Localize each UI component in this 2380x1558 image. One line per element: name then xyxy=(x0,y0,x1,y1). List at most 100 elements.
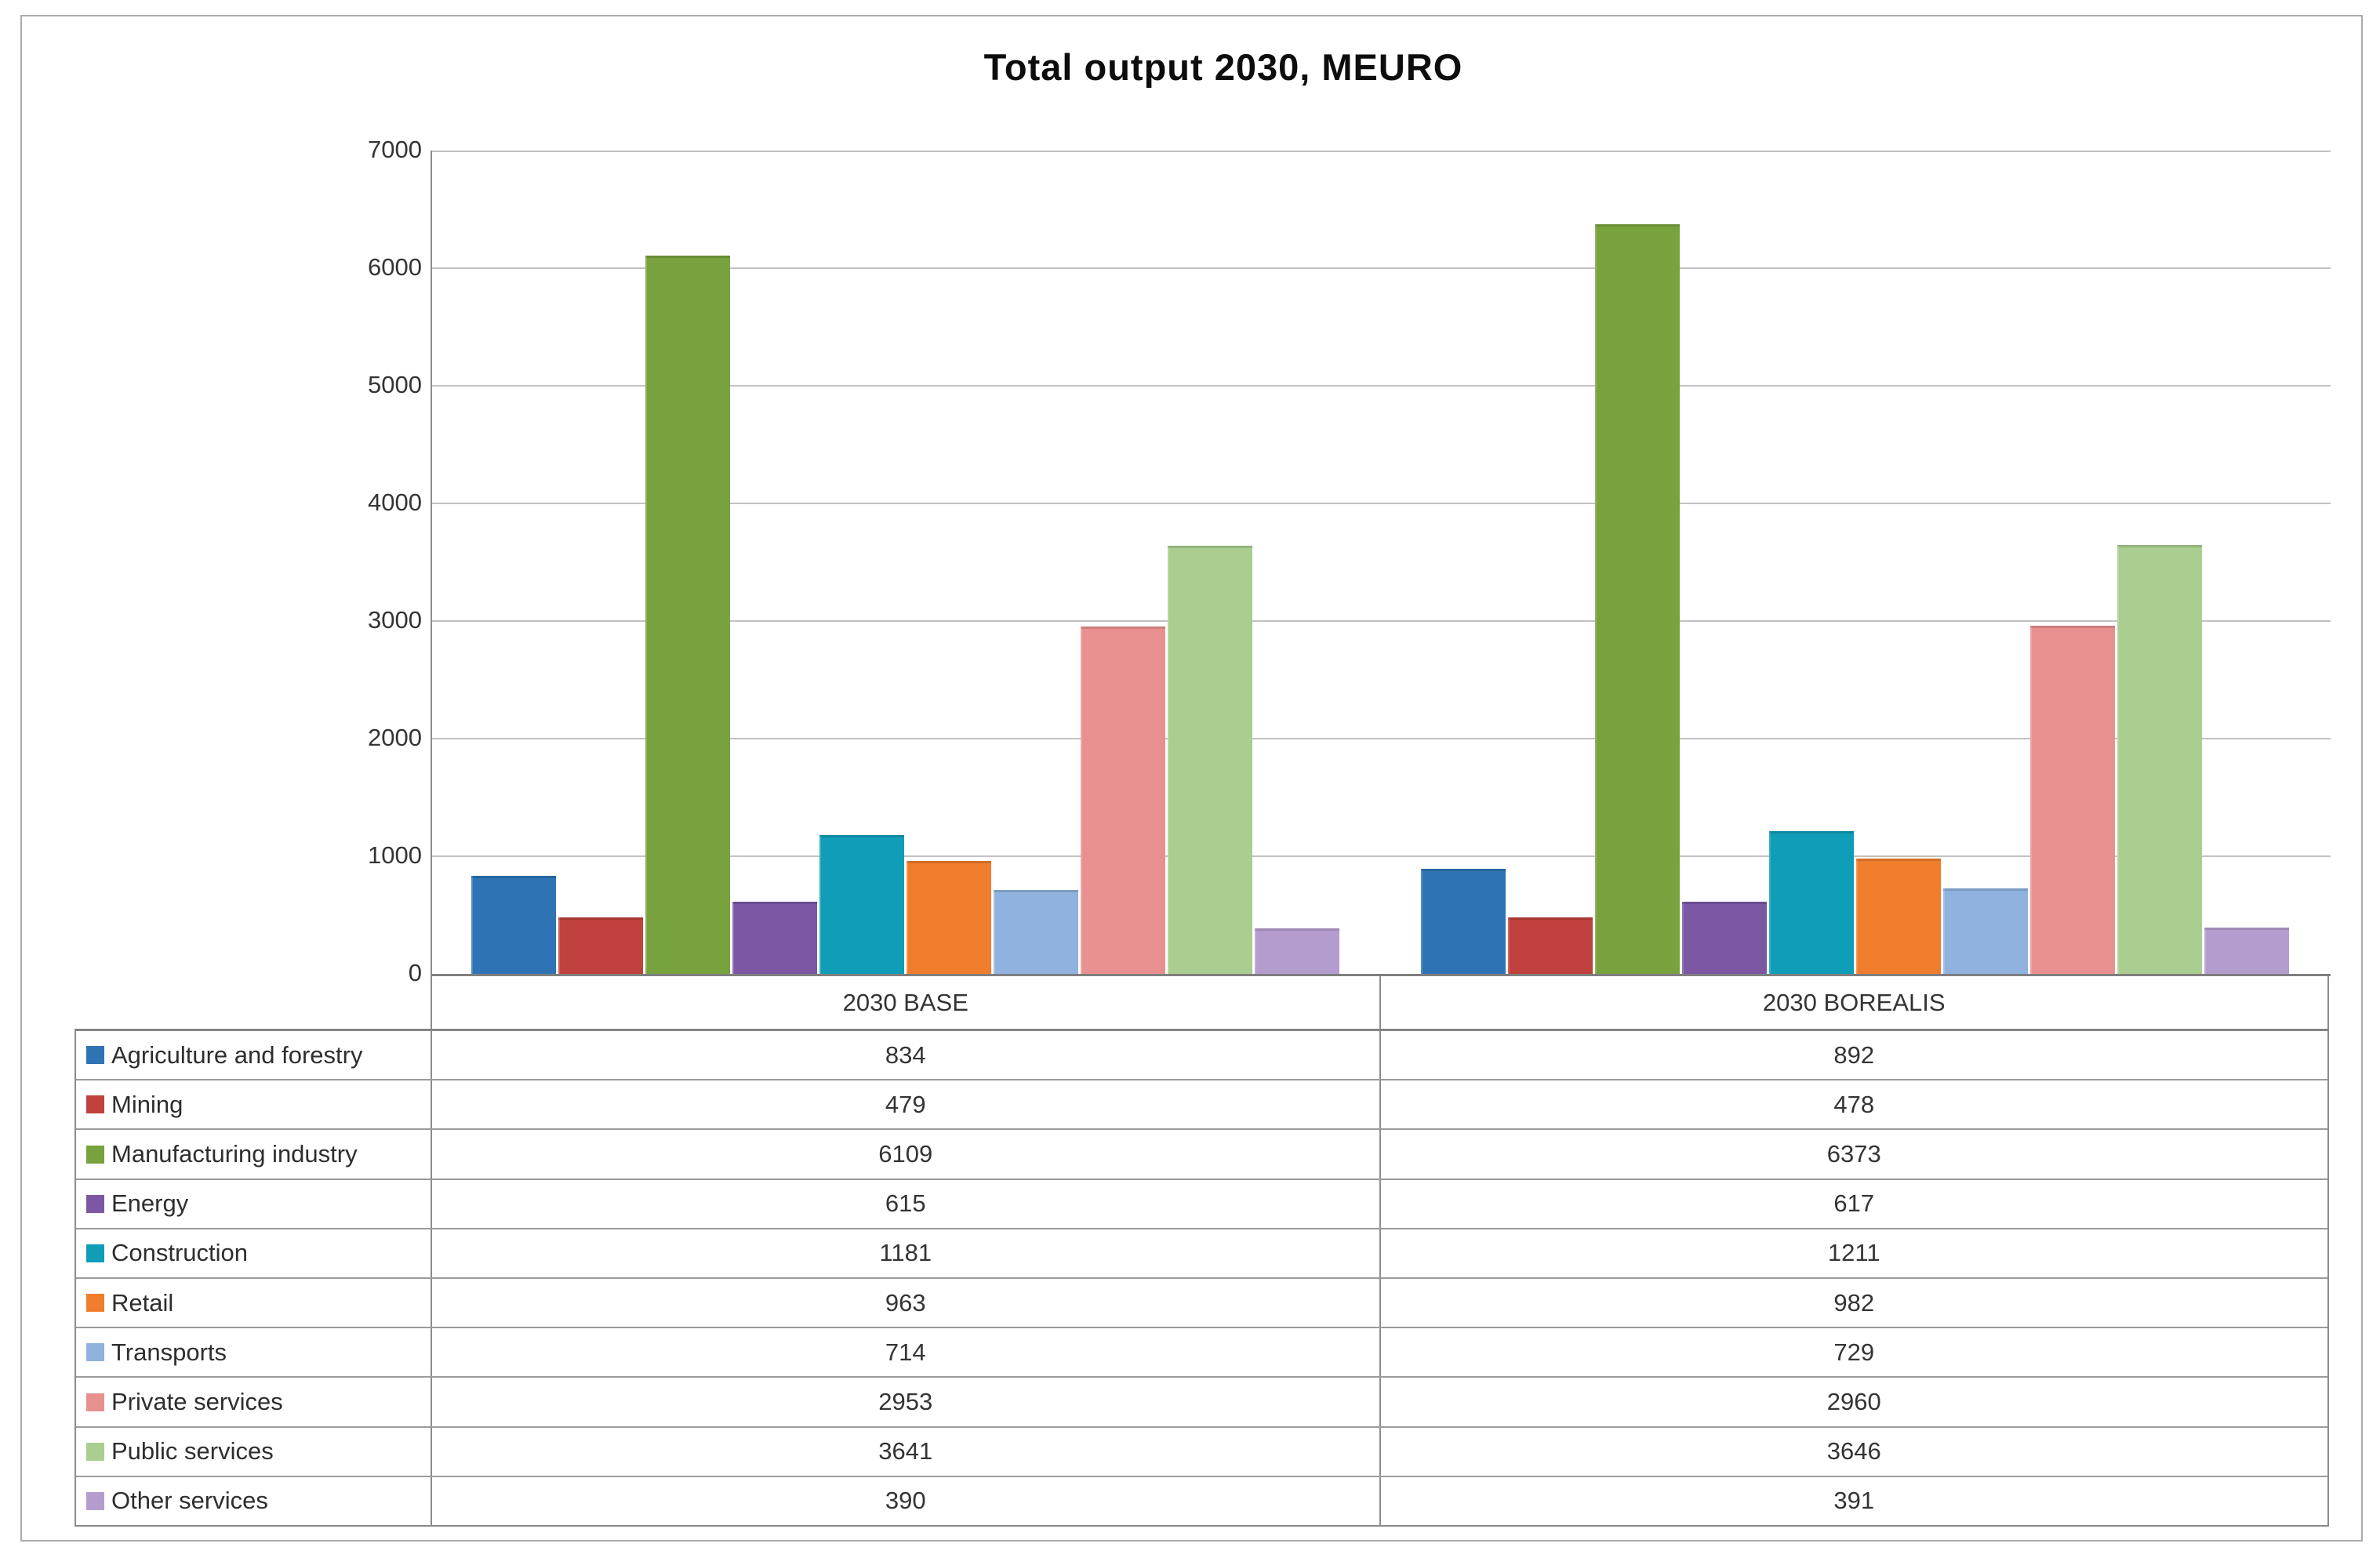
legend-cell: Energy xyxy=(76,1179,432,1228)
category-label: 2030 BOREALIS xyxy=(1762,988,1946,1016)
value-cell: 3641 xyxy=(432,1427,1381,1476)
value-cell: 2960 xyxy=(1826,1388,1881,1416)
legend-label: Energy xyxy=(111,1189,189,1218)
legend-swatch-icon xyxy=(86,1294,104,1313)
value-cell: 963 xyxy=(432,1279,1381,1327)
bar-transports xyxy=(1942,888,2028,974)
table-row: Private services 2953 2960 xyxy=(76,1378,2327,1428)
bar-public-services xyxy=(2117,545,2202,974)
bar-construction xyxy=(1768,831,1854,974)
table-row: Manufacturing industry 6109 6373 xyxy=(76,1130,2327,1180)
legend-label: Agriculture and forestry xyxy=(111,1040,363,1069)
legend-swatch-icon xyxy=(86,1194,104,1213)
bar-mining xyxy=(558,917,643,974)
legend-cell: Construction xyxy=(76,1229,432,1278)
legend-swatch-icon xyxy=(86,1343,104,1362)
gridline xyxy=(432,151,2331,152)
table-row: Agriculture and forestry 834 892 xyxy=(76,1031,2327,1081)
table-row: Construction 1181 1211 xyxy=(76,1229,2327,1280)
y-axis-tick-label: 0 xyxy=(408,959,422,986)
legend-swatch-icon xyxy=(86,1442,104,1461)
value-cell: 3646 xyxy=(1826,1437,1881,1465)
y-axis-tick-label: 6000 xyxy=(368,253,422,281)
table-row: Energy 615 617 xyxy=(76,1179,2327,1229)
value-cell: 729 xyxy=(1833,1338,1875,1366)
legend-swatch-icon xyxy=(86,1244,104,1262)
value-cell: 6109 xyxy=(432,1130,1381,1178)
legend-label: Manufacturing industry xyxy=(111,1140,358,1168)
gridline xyxy=(432,267,2331,269)
gridline xyxy=(432,855,2331,857)
legend-swatch-icon xyxy=(86,1095,104,1114)
legend-cell: Private services xyxy=(76,1378,432,1426)
table-row: Retail 963 982 xyxy=(76,1279,2327,1329)
value-cell: 982 xyxy=(1833,1288,1875,1316)
legend-swatch-icon xyxy=(86,1393,104,1411)
legend-label: Public services xyxy=(111,1437,274,1465)
plot-area xyxy=(431,151,2331,976)
value-cell: 479 xyxy=(432,1080,1381,1129)
bar-energy xyxy=(1681,901,1767,974)
legend-label: Other services xyxy=(111,1487,268,1515)
bar-agriculture-and-forestry xyxy=(1420,869,1506,974)
value-cell: 6373 xyxy=(1826,1140,1881,1168)
y-axis-tick-label: 5000 xyxy=(368,371,422,398)
bar-other-services xyxy=(1254,928,1339,974)
value-cell: 615 xyxy=(432,1179,1381,1228)
legend-cell: Mining xyxy=(76,1080,432,1129)
value-cell: 714 xyxy=(432,1328,1381,1377)
y-axis-tick-label: 1000 xyxy=(368,841,422,869)
bar-transports xyxy=(993,889,1078,974)
chart-title: Total output 2030, MEURO xyxy=(983,46,1463,88)
value-cell: 1211 xyxy=(1827,1239,1880,1267)
category-label: 2030 BASE xyxy=(432,976,1381,1029)
legend-cell: Public services xyxy=(76,1427,432,1476)
gridline xyxy=(432,738,2331,739)
table-row: Public services 3641 3646 xyxy=(76,1427,2327,1477)
bar-manufacturing-industry xyxy=(645,255,730,974)
legend-cell: Manufacturing industry xyxy=(76,1130,432,1178)
bar-group-2030-base xyxy=(431,151,1379,974)
data-table: Agriculture and forestry 834 892 Mining 479 4… xyxy=(74,1029,2329,1527)
legend-label: Private services xyxy=(111,1388,283,1416)
legend-label: Transports xyxy=(111,1338,227,1366)
legend-label: Construction xyxy=(111,1239,249,1267)
bar-retail xyxy=(906,860,991,974)
gridline xyxy=(432,503,2331,504)
legend-label: Retail xyxy=(111,1288,174,1316)
y-axis-tick-label: 3000 xyxy=(368,606,422,634)
table-row: Mining 479 478 xyxy=(76,1080,2327,1131)
bar-other-services xyxy=(2204,928,2289,974)
table-row: Transports 714 729 xyxy=(76,1328,2327,1378)
bar-agriculture-and-forestry xyxy=(471,875,556,974)
category-header-row: 2030 BASE 2030 BOREALIS xyxy=(431,976,2329,1029)
value-cell: 834 xyxy=(432,1031,1381,1080)
legend-label: Mining xyxy=(111,1090,183,1118)
bar-mining xyxy=(1507,917,1593,974)
bar-construction xyxy=(819,834,904,974)
table-row: Other services 390 391 xyxy=(76,1476,2327,1526)
legend-cell: Retail xyxy=(76,1279,432,1327)
y-axis-tick-label: 2000 xyxy=(368,724,422,751)
value-cell: 617 xyxy=(1833,1189,1875,1218)
y-axis-tick-label: 4000 xyxy=(368,488,422,516)
legend-swatch-icon xyxy=(86,1145,104,1164)
bar-private-services xyxy=(2029,625,2115,974)
value-cell: 391 xyxy=(1833,1487,1875,1515)
legend-swatch-icon xyxy=(86,1491,104,1510)
bar-energy xyxy=(732,901,817,974)
value-cell: 2953 xyxy=(432,1378,1381,1426)
value-cell: 1181 xyxy=(432,1229,1381,1278)
legend-cell: Agriculture and forestry xyxy=(76,1031,432,1080)
bar-private-services xyxy=(1080,626,1165,974)
bar-manufacturing-industry xyxy=(1594,224,1680,974)
value-cell: 478 xyxy=(1833,1090,1875,1118)
gridline xyxy=(432,385,2331,387)
legend-cell: Other services xyxy=(76,1476,432,1526)
legend-swatch-icon xyxy=(86,1046,104,1065)
y-axis-tick-label: 7000 xyxy=(368,136,422,163)
bar-retail xyxy=(1855,858,1941,974)
figure-border xyxy=(20,15,2363,1542)
gridline xyxy=(432,620,2331,622)
